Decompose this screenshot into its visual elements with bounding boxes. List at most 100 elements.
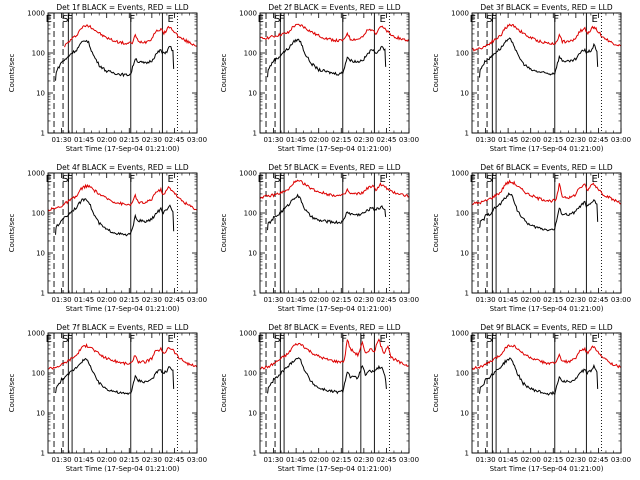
- det-3f-panel: Det 3f BLACK = Events, RED = LLD Counts/s…: [432, 3, 631, 153]
- x-tick-label: 02:45: [588, 296, 608, 304]
- x-tick-label: 01:45: [498, 456, 518, 464]
- det-5f-frame: [259, 172, 410, 294]
- x-tick-label: 02:15: [543, 296, 563, 304]
- y-tick-label: 100: [244, 210, 257, 218]
- x-tick-label: 02:15: [543, 136, 563, 144]
- y-tick-label: 1000: [27, 10, 45, 18]
- y-tick-label: 100: [456, 370, 469, 378]
- x-tick-label: 02:00: [521, 456, 541, 464]
- y-tick-label: 10: [248, 90, 257, 98]
- det-5f-xlabel: Start Time (17-Sep-04 01:21:00): [278, 305, 392, 313]
- event-marker-label: F: [491, 334, 497, 345]
- det-9f-ylabel: Counts/sec: [432, 374, 440, 413]
- y-tick-label: 1000: [451, 170, 469, 178]
- det-2f-frame: [259, 12, 410, 134]
- event-marker-label: F: [129, 334, 135, 345]
- y-tick-label: 1: [465, 450, 469, 458]
- x-tick-label: 02:00: [97, 136, 117, 144]
- x-tick-label: 03:00: [187, 296, 207, 304]
- det-1f-ylabel: Counts/sec: [8, 54, 16, 93]
- event-marker-label: S: [486, 334, 492, 345]
- event-marker-label: E: [591, 334, 597, 345]
- x-tick-label: 02:45: [376, 456, 396, 464]
- x-tick-label: 02:15: [331, 456, 351, 464]
- det-5f-series-events: [267, 193, 387, 231]
- det-9f-title: Det 9f BLACK = Events, RED = LLD: [480, 323, 613, 332]
- det-2f-series-events: [267, 38, 387, 78]
- y-tick-label: 100: [244, 50, 257, 58]
- event-marker-label: E: [379, 334, 385, 345]
- x-tick-label: 01:30: [51, 296, 71, 304]
- x-tick-label: 01:30: [51, 456, 71, 464]
- x-tick-label: 02:45: [376, 136, 396, 144]
- det-6f-xlabel: Start Time (17-Sep-04 01:21:00): [490, 305, 604, 313]
- det-6f-title: Det 6f BLACK = Events, RED = LLD: [480, 163, 613, 172]
- det-9f-xlabel: Start Time (17-Sep-04 01:21:00): [490, 465, 604, 473]
- y-tick-label: 1: [41, 290, 45, 298]
- x-tick-label: 03:00: [399, 296, 419, 304]
- event-marker-label: F: [279, 14, 285, 25]
- det-8f-series-events: [267, 357, 387, 395]
- det-7f-series-events: [55, 357, 175, 396]
- y-tick-label: 100: [32, 370, 45, 378]
- event-marker-label: E: [258, 14, 264, 25]
- x-tick-label: 02:45: [164, 136, 184, 144]
- det-1f-title: Det 1f BLACK = Events, RED = LLD: [56, 3, 189, 12]
- det-5f-series-lld: [260, 179, 409, 200]
- det-8f-title: Det 8f BLACK = Events, RED = LLD: [268, 323, 401, 332]
- x-tick-label: 01:30: [263, 136, 283, 144]
- x-tick-label: 02:30: [142, 136, 162, 144]
- y-tick-label: 10: [460, 90, 469, 98]
- x-tick-label: 03:00: [399, 456, 419, 464]
- x-tick-label: 02:00: [97, 456, 117, 464]
- y-tick-label: 1000: [239, 330, 257, 338]
- y-tick-label: 1: [253, 450, 257, 458]
- x-tick-label: 02:45: [588, 136, 608, 144]
- x-tick-label: 01:45: [74, 296, 94, 304]
- det-4f-series-events: [55, 198, 175, 237]
- det-2f-panel: Det 2f BLACK = Events, RED = LLD Counts/s…: [220, 3, 419, 153]
- y-tick-label: 1000: [239, 170, 257, 178]
- det-6f-series-events: [479, 192, 599, 232]
- det-3f-ylabel: Counts/sec: [432, 54, 440, 93]
- event-marker-label: E: [46, 174, 52, 185]
- event-marker-label: F: [341, 14, 347, 25]
- event-marker-label: F: [341, 334, 347, 345]
- event-marker-label: S: [62, 334, 68, 345]
- y-tick-label: 1000: [451, 330, 469, 338]
- event-marker-label: S: [62, 14, 68, 25]
- det-1f-series-events: [55, 39, 175, 81]
- x-tick-label: 01:30: [51, 136, 71, 144]
- x-tick-label: 02:00: [309, 296, 329, 304]
- y-tick-label: 10: [36, 250, 45, 258]
- det-4f-panel: Det 4f BLACK = Events, RED = LLD Counts/s…: [8, 163, 207, 313]
- y-tick-label: 1: [253, 130, 257, 138]
- det-7f-xlabel: Start Time (17-Sep-04 01:21:00): [66, 465, 180, 473]
- x-tick-label: 01:45: [286, 296, 306, 304]
- y-tick-label: 10: [460, 250, 469, 258]
- x-tick-label: 02:15: [543, 456, 563, 464]
- event-marker-label: F: [67, 334, 73, 345]
- x-tick-label: 01:45: [286, 136, 306, 144]
- event-marker-label: E: [470, 14, 476, 25]
- det-7f-panel: Det 7f BLACK = Events, RED = LLD Counts/s…: [8, 323, 207, 473]
- event-marker-label: E: [46, 334, 52, 345]
- y-tick-label: 100: [456, 210, 469, 218]
- x-tick-label: 01:45: [74, 456, 94, 464]
- x-tick-label: 02:30: [566, 296, 586, 304]
- det-3f-xlabel: Start Time (17-Sep-04 01:21:00): [490, 145, 604, 153]
- event-marker-label: F: [341, 174, 347, 185]
- det-7f-series-lld: [48, 342, 197, 370]
- det-3f-series-lld: [472, 23, 621, 52]
- det-5f-panel: Det 5f BLACK = Events, RED = LLD Counts/s…: [220, 163, 419, 313]
- event-marker-label: E: [379, 174, 385, 185]
- det-8f-panel: Det 8f BLACK = Events, RED = LLD Counts/s…: [220, 323, 419, 473]
- det-8f-xlabel: Start Time (17-Sep-04 01:21:00): [278, 465, 392, 473]
- event-marker-label: F: [553, 14, 559, 25]
- y-tick-label: 1: [41, 130, 45, 138]
- y-tick-label: 100: [32, 50, 45, 58]
- det-6f-panel: Det 6f BLACK = Events, RED = LLD Counts/s…: [432, 163, 631, 313]
- event-marker-label: F: [279, 174, 285, 185]
- x-tick-label: 02:15: [331, 136, 351, 144]
